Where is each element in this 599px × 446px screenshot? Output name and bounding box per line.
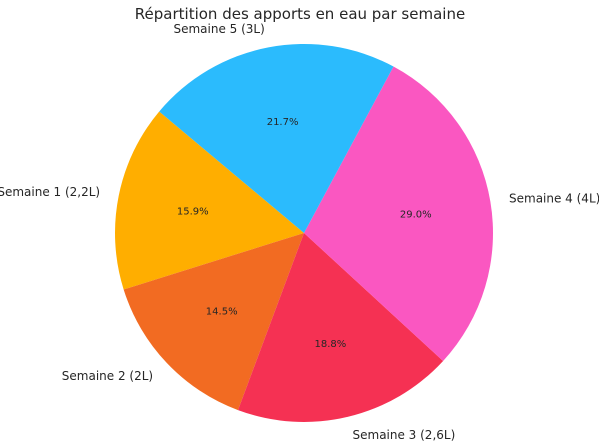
- pie-slice-4: [304, 66, 493, 361]
- pie-category-labels: Semaine 1 (2,2L) Semaine 2 (2L) Semaine 3 …: [0, 22, 599, 442]
- pie-percent-label-4: 29.0%: [400, 210, 432, 221]
- pie-slice-5: [159, 44, 394, 234]
- pie-category-label-4: Semaine 4 (4L): [509, 192, 599, 206]
- pie-category-label-1: Semaine 1 (2,2L): [0, 185, 100, 199]
- pie-percent-label-3: 18.8%: [315, 339, 347, 350]
- pie-slices: [115, 44, 493, 423]
- pie-slice-3: [238, 233, 444, 423]
- pie-slice-1: [115, 111, 305, 290]
- pie-percent-label-5: 21.7%: [267, 117, 299, 128]
- pie-category-label-5: Semaine 5 (3L): [173, 22, 264, 36]
- pie-slice-2: [123, 233, 304, 411]
- chart-title: Répartition des apports en eau par semai…: [135, 5, 465, 23]
- pie-percent-label-1: 15.9%: [177, 206, 209, 217]
- pie-percent-label-2: 14.5%: [206, 307, 238, 318]
- pie-percent-labels: 15.9% 14.5% 18.8% 29.0% 21.7%: [177, 117, 432, 350]
- pie-category-label-2: Semaine 2 (2L): [62, 369, 153, 383]
- pie-category-label-3: Semaine 3 (2,6L): [353, 428, 456, 442]
